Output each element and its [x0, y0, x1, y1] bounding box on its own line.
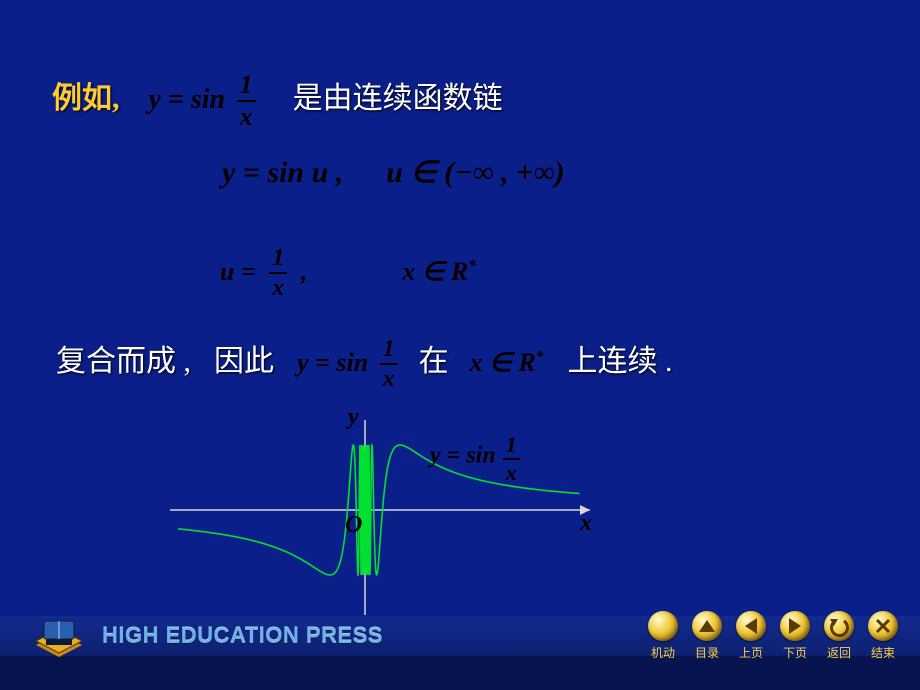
nav-right-button[interactable]: 下页: [780, 611, 810, 661]
graph-caption: y = sin 1 x: [430, 434, 520, 484]
line4-b: 因此: [214, 345, 274, 378]
line1-suffix: 是由连续函数链: [293, 82, 503, 115]
origin-label: O: [345, 512, 362, 539]
line4-frac-den: x: [380, 367, 398, 391]
line4-e: 上连续 .: [567, 345, 672, 378]
nav-x-button[interactable]: 结束: [868, 611, 898, 661]
right-icon: [780, 611, 810, 641]
line3-right: x ∈ R*: [402, 257, 476, 286]
line3-comma: ,: [301, 257, 308, 286]
blank-icon: [648, 611, 678, 641]
line3-frac-num: 1: [269, 246, 287, 270]
footer-bottom: [0, 656, 920, 690]
axis-label-y: y: [348, 404, 359, 431]
line4-formula-prefix: y = sin: [297, 348, 368, 377]
line1-prefix: 例如,: [52, 82, 120, 115]
nav-blank-button[interactable]: 机动: [648, 611, 678, 661]
nav-label: 上页: [739, 644, 763, 661]
x-icon: [868, 611, 898, 641]
line4-a: 复合而成 ,: [56, 345, 191, 378]
publisher-name: HIGH EDUCATION PRESS: [102, 623, 383, 649]
line3-frac-den: x: [269, 276, 287, 300]
up-icon: [692, 611, 722, 641]
axis-label-x: x: [580, 510, 592, 537]
line4-c: 在: [419, 345, 449, 378]
line4-d: x ∈ R*: [470, 348, 550, 377]
undo-icon: [824, 611, 854, 641]
publisher-logo-icon: [30, 615, 88, 665]
nav-label: 机动: [651, 644, 675, 661]
nav-undo-button[interactable]: 返回: [824, 611, 854, 661]
line3: u = 1 x , x ∈ R*: [220, 246, 476, 300]
line2-right: u ∈ (−∞ , +∞): [386, 156, 564, 189]
nav-label: 结束: [871, 644, 895, 661]
line4-frac-num: 1: [380, 337, 398, 361]
nav-label: 返回: [827, 644, 851, 661]
nav-buttons: 机动目录上页下页返回结束: [648, 616, 898, 656]
footer: HIGH EDUCATION PRESS 机动目录上页下页返回结束: [0, 616, 920, 690]
line2: y = sin u , u ∈ (−∞ , +∞): [222, 155, 565, 190]
slide-content: 例如, y = sin 1 x 是由连续函数链 y = sin u , u ∈ …: [0, 0, 920, 616]
line1: 例如, y = sin 1 x 是由连续函数链: [52, 72, 503, 130]
nav-label: 下页: [783, 644, 807, 661]
left-icon: [736, 611, 766, 641]
nav-label: 目录: [695, 644, 719, 661]
nav-left-button[interactable]: 上页: [736, 611, 766, 661]
line2-left: y = sin u ,: [222, 156, 343, 189]
line1-frac-den: x: [237, 104, 256, 130]
sin-1-over-x-graph: y x O y = sin 1 x: [170, 420, 600, 620]
nav-up-button[interactable]: 目录: [692, 611, 722, 661]
footer-top: HIGH EDUCATION PRESS 机动目录上页下页返回结束: [0, 616, 920, 656]
line3-left: u =: [220, 257, 256, 286]
slide: 例如, y = sin 1 x 是由连续函数链 y = sin u , u ∈ …: [0, 0, 920, 690]
line4: 复合而成 , 因此 y = sin 1 x 在 x ∈ R* 上连续 .: [56, 336, 672, 391]
line1-formula-prefix: y = sin: [149, 84, 226, 115]
line1-frac-num: 1: [237, 72, 256, 98]
